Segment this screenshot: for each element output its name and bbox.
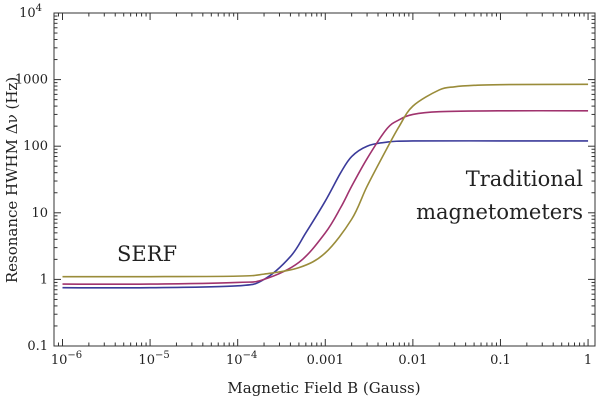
annotation-magnetometers: magnetometers [416,200,583,224]
plot-frame [53,12,596,347]
y-tick-label-0: 0.1 [27,339,48,354]
series-line-3 [62,83,589,278]
y-tick-label-3: 100 [23,139,48,154]
tick-labels: 10−6 10−5 10−4 0.001 0.01 0.1 1 0.1 1 10 100 1000 10… [15,3,592,368]
annotation-serf: SERF [117,242,177,266]
annotation-traditional: Traditional [466,167,584,191]
series-line-1 [62,140,589,289]
x-tick-label-3: 0.001 [307,353,344,368]
x-tick-label-2: 10−4 [226,350,257,368]
y-tick-label-5: 104 [19,3,42,21]
x-tick-label-1: 10−5 [138,350,169,368]
x-axis-title: Magnetic Field B (Gauss) [227,379,420,397]
x-tick-label-5: 0.1 [490,353,511,368]
x-tick-label-6: 1 [584,353,592,368]
x-tick-label-0: 10−6 [51,350,82,368]
axis-ticks [53,12,595,347]
y-tick-label-1: 1 [40,272,48,287]
series-line-2 [62,109,589,286]
y-tick-label-2: 10 [31,206,48,221]
y-axis-title: Resonance HWHM Δν (Hz) [3,77,21,283]
series-lines [62,83,589,289]
y-tick-label-4: 1000 [15,73,48,88]
x-tick-label-4: 0.01 [398,353,427,368]
